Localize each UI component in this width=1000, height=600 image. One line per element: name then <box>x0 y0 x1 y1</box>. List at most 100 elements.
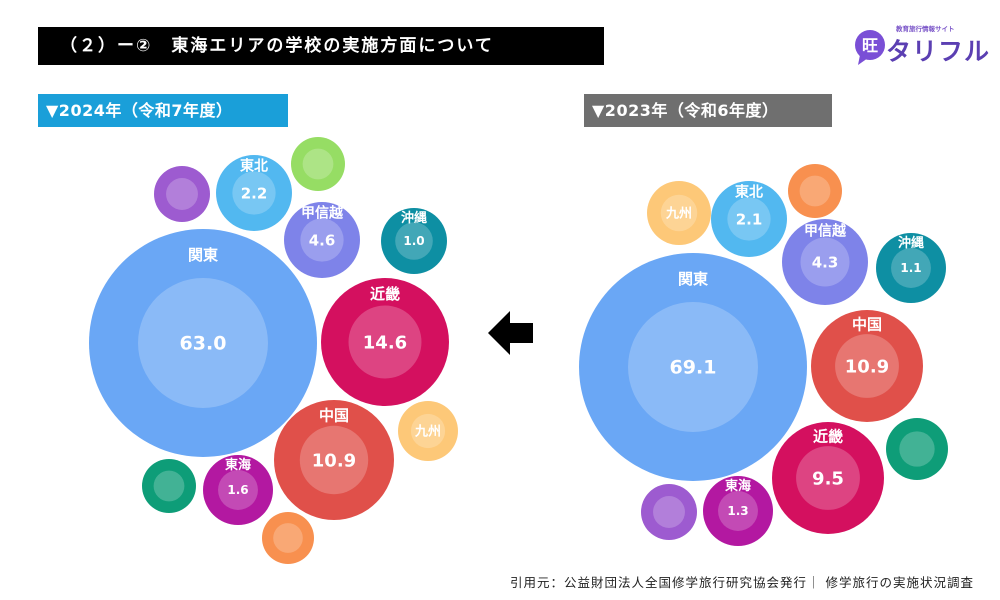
bubble-inner <box>628 302 758 432</box>
chart-title-2024: ▼2024年（令和7年度） <box>38 94 288 127</box>
chart-title-2023: ▼2023年（令和6年度） <box>584 94 832 127</box>
bubble-outer <box>142 459 196 513</box>
bubble-value: 1.6 <box>227 483 248 497</box>
bubble-region-label: 関東 <box>188 246 218 264</box>
bubble-inner <box>299 425 369 495</box>
bubble-outer <box>274 400 394 520</box>
logo-tagline: 教育旅行情報サイト <box>896 25 955 33</box>
bubble-outer <box>876 233 946 303</box>
bubble-chart-2024: 63.0 関東 14.6 近畿 10.9 中国 4.6 甲信越 2.2 東北 1.6 東海 1.0 沖縄九… <box>89 137 458 564</box>
bubble-inner <box>727 197 771 241</box>
bubble-unlabeled-9 <box>886 418 948 480</box>
bubble-value: 2.1 <box>736 210 763 228</box>
bubble-outer <box>291 137 345 191</box>
bubble-region-label: 九州 <box>665 207 692 222</box>
left-arrow-icon <box>488 311 533 355</box>
bubble-region-5: 1.3 東海 <box>703 476 773 546</box>
bubble-region-label: 中国 <box>319 406 349 424</box>
page-title: （２）ー② 東海エリアの学校の実施方面について <box>38 27 604 65</box>
bubble-region-4: 2.2 東北 <box>216 155 292 231</box>
bubble-region-label: 甲信越 <box>804 222 847 239</box>
bubble-region-6: 1.1 沖縄 <box>876 233 946 303</box>
bubble-inner <box>899 431 935 467</box>
bubble-outer <box>284 202 360 278</box>
bubble-inner <box>718 491 758 531</box>
bubble-region-label: 東北 <box>735 183 763 200</box>
bubble-region-label: 東海 <box>225 457 251 473</box>
bubble-outer <box>782 219 868 305</box>
bubble-outer <box>788 164 842 218</box>
bubble-inner <box>660 194 698 232</box>
bubble-region-label: 沖縄 <box>898 235 924 251</box>
bubble-region-1: 14.6 近畿 <box>321 278 449 406</box>
bubble-unlabeled-8 <box>154 166 210 222</box>
bubble-region-label: 近畿 <box>813 427 843 445</box>
bubble-inner <box>166 178 198 210</box>
bubble-outer <box>89 229 317 457</box>
bubble-unlabeled-9 <box>291 137 345 191</box>
bubble-outer <box>398 401 458 461</box>
bubble-region-label: 関東 <box>678 270 708 288</box>
bubble-outer <box>703 476 773 546</box>
logo-name: タリフル <box>886 37 991 66</box>
bubble-region-0: 63.0 関東 <box>89 229 317 457</box>
bubble-outer <box>711 181 787 257</box>
bubble-region-2: 10.9 中国 <box>274 400 394 520</box>
bubble-inner <box>348 305 422 379</box>
bubble-inner <box>653 496 685 528</box>
bubble-inner <box>138 278 268 408</box>
bubble-region-3: 4.6 甲信越 <box>284 202 360 278</box>
bubble-value: 10.9 <box>845 356 889 377</box>
bubble-unlabeled-11 <box>262 512 314 564</box>
bubble-value: 10.9 <box>312 450 356 471</box>
bubble-inner <box>796 446 860 510</box>
bubble-outer <box>216 155 292 231</box>
bubble-inner <box>153 470 185 502</box>
bubble-region-6: 1.0 沖縄 <box>381 208 447 274</box>
bubble-inner <box>395 222 433 260</box>
bubble-inner <box>302 148 334 180</box>
bubble-outer <box>154 166 210 222</box>
bubble-outer <box>647 181 711 245</box>
bubble-outer <box>772 422 884 534</box>
bubble-region-1: 10.9 中国 <box>811 310 923 422</box>
bubble-region-4: 2.1 東北 <box>711 181 787 257</box>
bubble-region-0: 69.1 関東 <box>579 253 807 481</box>
bubble-inner <box>410 413 446 449</box>
bubble-inner <box>232 171 276 215</box>
bubble-region-label: 東北 <box>240 157 268 174</box>
bubble-region-3: 4.3 甲信越 <box>782 219 868 305</box>
bubble-unlabeled-10 <box>142 459 196 513</box>
bubble-value: 69.1 <box>670 357 717 379</box>
bubble-inner <box>218 470 258 510</box>
bubble-outer <box>811 310 923 422</box>
bubble-value: 2.2 <box>241 184 268 202</box>
bubble-value: 14.6 <box>363 332 407 353</box>
bubble-unlabeled-8 <box>788 164 842 218</box>
bubble-inner <box>835 334 899 398</box>
bubble-value: 1.1 <box>900 261 921 275</box>
bubble-region-7: 九州 <box>398 401 458 461</box>
bubble-value: 1.3 <box>727 504 748 518</box>
bubble-value: 63.0 <box>180 333 227 355</box>
bubble-region-label: 中国 <box>852 315 882 333</box>
bubble-outer <box>381 208 447 274</box>
bubble-region-label: 近畿 <box>370 285 400 303</box>
bubble-outer <box>579 253 807 481</box>
bubble-value: 1.0 <box>403 234 424 248</box>
bubble-inner <box>799 175 831 207</box>
logo-mark-icon: 旺 <box>855 30 885 65</box>
bubble-region-label: 東海 <box>725 478 751 494</box>
bubble-outer <box>262 512 314 564</box>
bubble-region-7: 九州 <box>647 181 711 245</box>
bubble-inner <box>300 218 344 262</box>
source-citation: 引用元：公益財団法人全国修学旅行研究協会発行｜ 修学旅行の実施状況調査 <box>510 575 974 590</box>
bubble-region-5: 1.6 東海 <box>203 455 273 525</box>
site-logo[interactable]: 旺 教育旅行情報サイト タリフル <box>848 23 989 69</box>
bubble-region-label: 甲信越 <box>301 204 344 221</box>
bubble-region-label: 九州 <box>414 425 441 440</box>
bubble-value: 9.5 <box>812 468 844 489</box>
bubble-region-2: 9.5 近畿 <box>772 422 884 534</box>
bubble-region-label: 沖縄 <box>401 210 427 226</box>
